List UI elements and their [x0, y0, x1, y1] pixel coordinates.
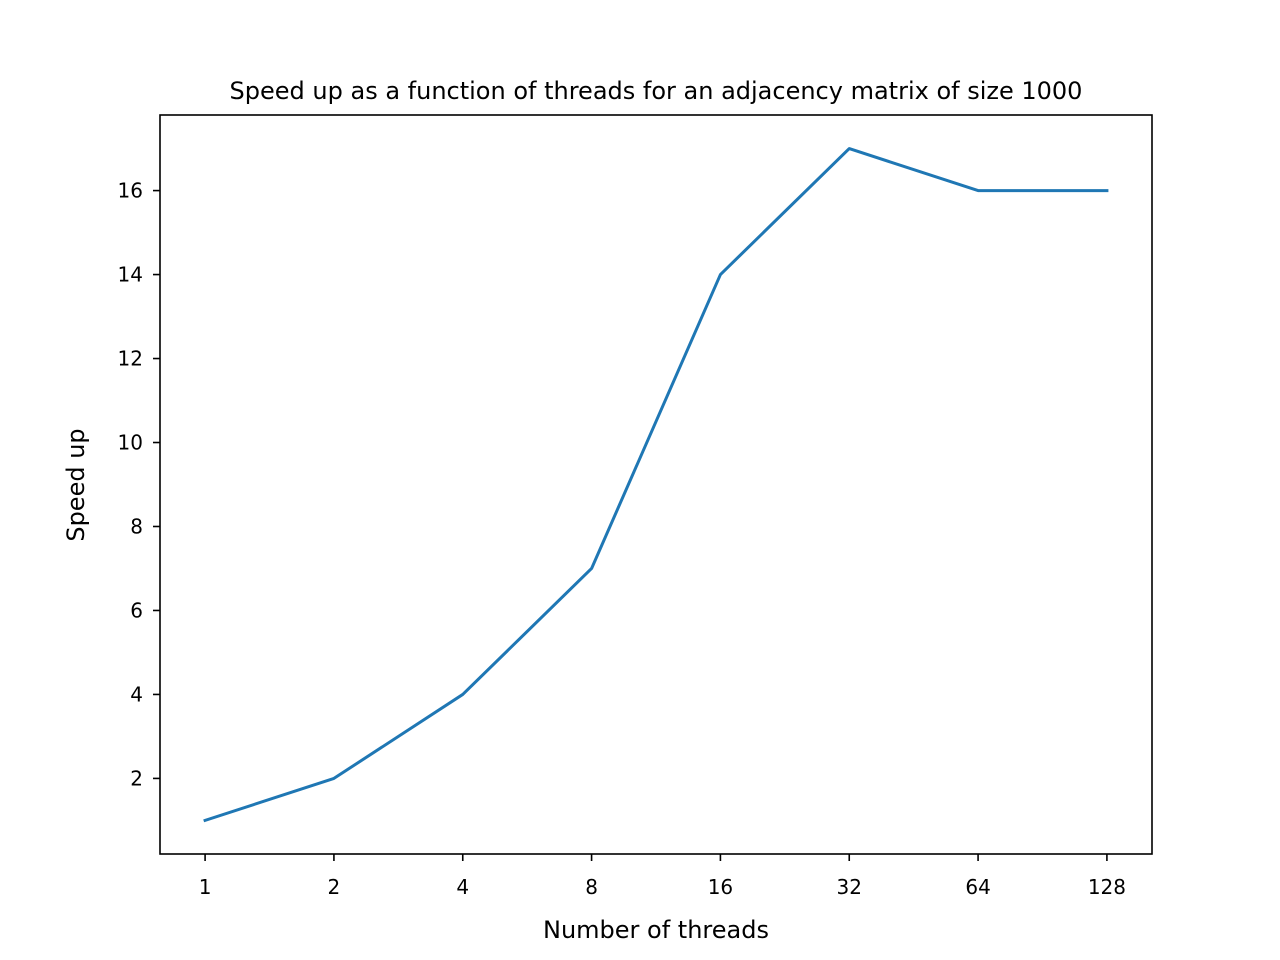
plot-area: [203, 147, 1109, 823]
x-tick-label: 128: [1088, 875, 1126, 899]
y-tick-label: 10: [118, 431, 143, 455]
x-tick-label: 64: [965, 875, 990, 899]
y-tick-label: 8: [130, 514, 143, 538]
series-line-0: [203, 147, 1109, 823]
y-axis-label: Speed up: [62, 428, 90, 541]
y-tick-label: 6: [130, 598, 143, 622]
y-tick-label: 16: [118, 179, 143, 203]
x-tick-label: 16: [708, 875, 733, 899]
y-tick-label: 2: [130, 766, 143, 790]
x-tick-label: 8: [585, 875, 598, 899]
chart-title: Speed up as a function of threads for an…: [230, 77, 1083, 105]
x-tick-label: 1: [199, 875, 212, 899]
y-tick-label: 12: [118, 347, 143, 371]
x-axis-label: Number of threads: [543, 916, 769, 944]
y-tick-label: 4: [130, 682, 143, 706]
x-tick-label: 2: [328, 875, 341, 899]
y-tick-label: 14: [118, 263, 143, 287]
x-tick-label: 32: [837, 875, 862, 899]
x-tick-label: 4: [456, 875, 469, 899]
axes-frame: [159, 114, 1153, 855]
